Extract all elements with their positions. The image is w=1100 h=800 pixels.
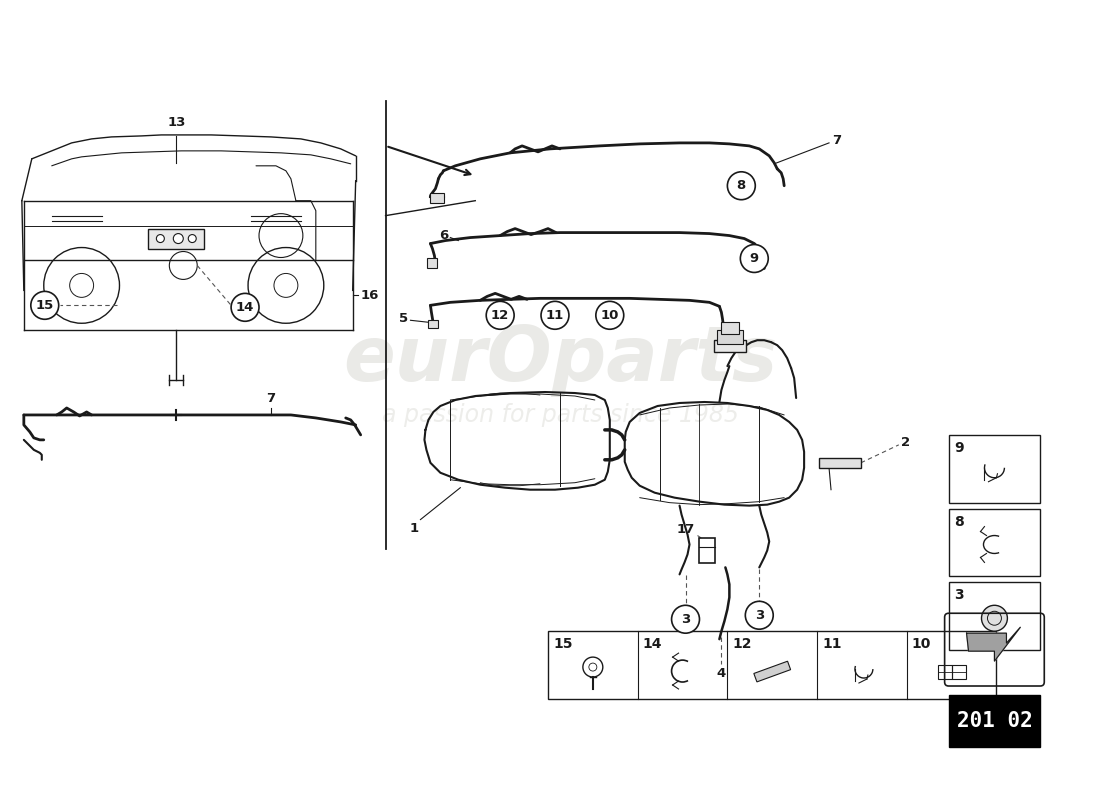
Text: 10: 10	[912, 637, 931, 651]
Circle shape	[596, 302, 624, 330]
Text: a passion for parts since 1985: a passion for parts since 1985	[382, 403, 738, 427]
Text: 16: 16	[361, 289, 379, 302]
Text: 14: 14	[235, 301, 254, 314]
Bar	[754, 662, 791, 682]
Bar	[948, 435, 1041, 502]
Bar	[714, 340, 746, 352]
Text: 10: 10	[601, 309, 619, 322]
Text: 15: 15	[35, 299, 54, 312]
Text: 1: 1	[409, 522, 418, 534]
Bar	[952, 665, 966, 679]
Text: 15: 15	[553, 637, 572, 651]
Bar	[948, 509, 1041, 576]
Text: eurOparts: eurOparts	[343, 323, 778, 397]
Bar	[820, 458, 861, 468]
Bar	[428, 258, 438, 269]
Circle shape	[981, 606, 1008, 631]
Circle shape	[727, 172, 756, 200]
Text: 8: 8	[737, 179, 746, 192]
Text: 3: 3	[955, 588, 965, 602]
Text: 2: 2	[901, 436, 910, 450]
Bar	[937, 665, 952, 679]
Circle shape	[156, 234, 164, 242]
Text: 9: 9	[955, 441, 965, 455]
Text: 8: 8	[955, 514, 965, 529]
Circle shape	[188, 234, 196, 242]
Text: 12: 12	[733, 637, 752, 651]
Circle shape	[31, 291, 58, 319]
Text: 3: 3	[755, 609, 763, 622]
Text: 11: 11	[546, 309, 564, 322]
Bar	[722, 322, 739, 334]
Text: 3: 3	[681, 613, 690, 626]
Text: 6: 6	[439, 229, 449, 242]
Text: 7: 7	[832, 134, 842, 147]
Circle shape	[740, 245, 768, 273]
Text: 11: 11	[822, 637, 842, 651]
Text: 17: 17	[676, 523, 694, 536]
Text: 7: 7	[266, 392, 275, 405]
Bar	[148, 229, 205, 249]
Bar	[717, 330, 744, 344]
Polygon shape	[967, 627, 1021, 661]
Circle shape	[541, 302, 569, 330]
Bar	[548, 631, 997, 699]
Bar	[430, 193, 444, 202]
Circle shape	[174, 234, 184, 243]
Text: 12: 12	[491, 309, 509, 322]
Circle shape	[746, 602, 773, 630]
Circle shape	[672, 606, 700, 633]
Text: 13: 13	[167, 116, 186, 129]
Bar	[700, 538, 715, 563]
Circle shape	[231, 294, 258, 322]
Circle shape	[486, 302, 514, 330]
Text: 201 02: 201 02	[957, 711, 1032, 731]
Text: 9: 9	[750, 252, 759, 265]
Bar	[948, 582, 1041, 650]
Text: 14: 14	[642, 637, 662, 651]
Bar	[948, 695, 1041, 746]
Text: 4: 4	[717, 667, 726, 680]
Text: 5: 5	[399, 312, 408, 325]
Bar	[428, 320, 439, 328]
